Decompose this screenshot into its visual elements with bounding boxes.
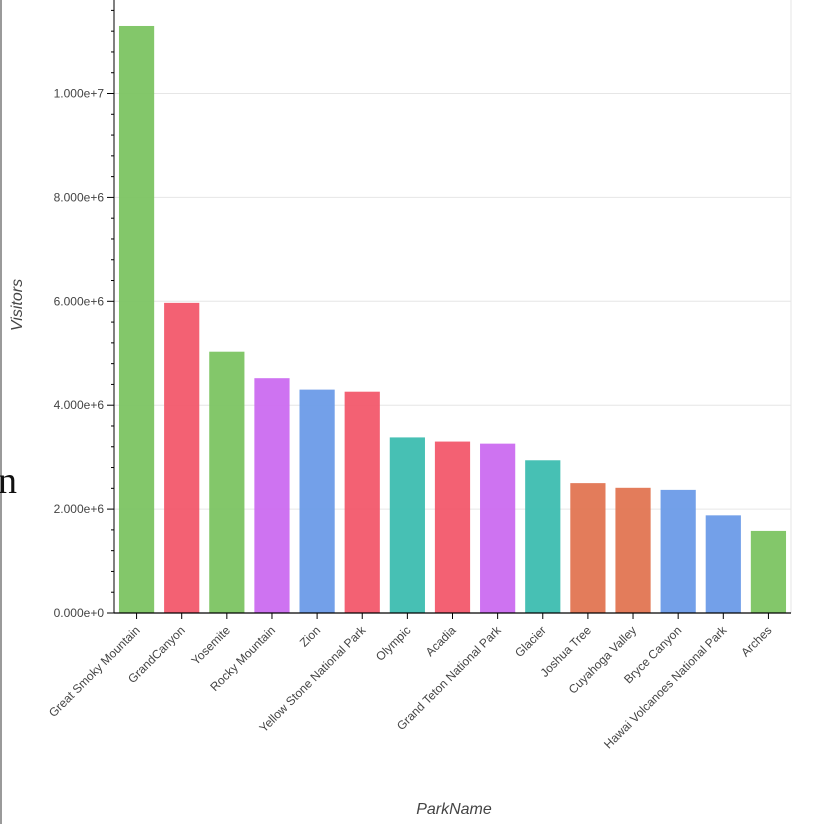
clipped-text-fragment: n <box>0 460 17 502</box>
y-axis-title: Visitors <box>9 279 26 331</box>
window-left-edge <box>0 0 2 824</box>
bar-grand-teton-national-park <box>480 443 516 613</box>
bar-zion <box>299 389 335 613</box>
bar-rocky-mountain <box>254 378 290 613</box>
y-tick-label: 2.000e+6 <box>54 502 105 516</box>
y-tick-label: 4.000e+6 <box>54 398 105 412</box>
x-tick-label: Zion <box>297 623 323 649</box>
bar-yosemite <box>209 351 245 613</box>
bars <box>118 25 787 614</box>
x-tick-label: Glacier <box>512 623 549 660</box>
bar-arches <box>750 530 787 613</box>
x-tick-label: Olympic <box>373 623 414 664</box>
y-tick-label: 0.000e+0 <box>54 606 105 620</box>
bar-great-smoky-mountain <box>118 25 155 614</box>
bar-grandcanyon <box>164 302 200 613</box>
bar-glacier <box>525 460 561 613</box>
y-tick-label: 6.000e+6 <box>54 294 105 308</box>
bar-joshua-tree <box>570 483 606 613</box>
bar-olympic <box>389 437 425 613</box>
x-tick-label: Great Smoky Mountain <box>46 623 143 720</box>
axes: 0.000e+0 2.000e+6 4.000e+6 6.000e+6 8.000e+6… <box>46 0 791 752</box>
x-tick-label: Acadia <box>423 623 459 659</box>
x-tick-label: Yosemite <box>188 623 233 668</box>
bar-bryce-canyon <box>660 489 696 613</box>
bar-acadia <box>434 441 471 613</box>
y-tick-label: 8.000e+6 <box>54 190 105 204</box>
bar-yellow-stone-national-park <box>344 391 380 613</box>
bar-hawai-volcanoes-national-park <box>705 515 741 613</box>
x-axis-title: ParkName <box>416 801 492 818</box>
bar-cuyahoga-valley <box>615 487 651 613</box>
y-tick-label: 1.000e+7 <box>54 87 105 101</box>
x-tick-label: Arches <box>738 623 774 659</box>
